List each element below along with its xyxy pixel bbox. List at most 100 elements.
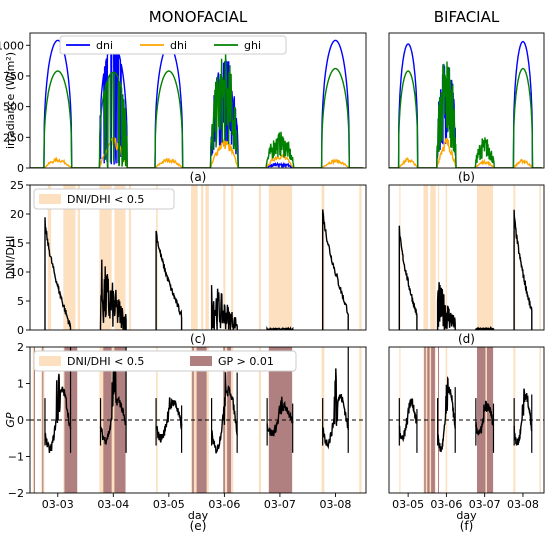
series-dhi-line (503, 158, 543, 168)
shade-band (128, 185, 132, 330)
series-gp-line (398, 398, 418, 443)
y-tick-label: 15 (10, 237, 24, 250)
shade-band (445, 185, 448, 330)
series-ghi-line (427, 61, 466, 168)
shade-band (231, 185, 234, 330)
series-dnidhi-line (398, 225, 418, 330)
shade-band (258, 185, 262, 330)
x-tick-label: 03-05 (153, 498, 185, 511)
y-tick-label: 0 (17, 162, 24, 175)
series-ghi-line (503, 67, 543, 168)
series-dhi-line (141, 157, 197, 168)
panel-d: (d) (388, 184, 545, 346)
x-tick-label: 03-06 (430, 498, 462, 511)
shade-band (201, 185, 204, 330)
series-dhi-line (30, 156, 86, 168)
x-tick-label: 03-04 (97, 498, 129, 511)
series-gp-line (513, 388, 533, 446)
x-tick-label: 03-06 (208, 498, 240, 511)
x-tick-label: 03-05 (392, 498, 424, 511)
shade-band (258, 347, 262, 493)
shade-band (359, 185, 362, 330)
series-dnidhi-line (210, 285, 238, 330)
shade-band (539, 185, 541, 330)
series-dni-line (252, 161, 308, 168)
y-tick-label: 5 (17, 295, 24, 308)
series-dnidhi-line (436, 282, 456, 330)
series-ghi-line (252, 131, 308, 168)
legend-box (33, 188, 175, 210)
series-ghi-line (307, 67, 364, 168)
y-axis-label: GP (4, 412, 17, 428)
shade-band (539, 347, 541, 493)
y-tick-label: 750 (3, 70, 24, 83)
y-axis-label: DNI/DHI (4, 236, 17, 280)
gp-band (427, 347, 430, 493)
series-dnidhi-line (513, 209, 533, 330)
shade-band (477, 185, 494, 330)
y-tick-label: 20 (10, 208, 24, 221)
shade-band (430, 185, 436, 330)
y-tick-label: 2 (17, 341, 24, 354)
x-axis-label: day (456, 509, 477, 522)
shade-band (191, 185, 198, 330)
series-dnidhi-line (155, 230, 183, 330)
x-tick-label: 03-07 (469, 498, 501, 511)
series-dhi-line (252, 153, 308, 168)
legend-swatch (39, 194, 61, 204)
legend-a: dni dhi ghi (59, 35, 287, 55)
legend-box (59, 35, 287, 55)
y-tick-label: 10 (10, 266, 24, 279)
plot-area-e (30, 347, 366, 493)
legend-label: DNI/DHI < 0.5 (67, 355, 144, 368)
legend-e: DNI/DHI < 0.5 GP > 0.01 (33, 350, 297, 372)
plot-area-c (44, 185, 362, 330)
panel-annotation: (e) (190, 519, 207, 533)
y-tick-label: −1 (8, 451, 24, 464)
axes-frame (388, 32, 545, 169)
series-dhi-line (307, 158, 364, 168)
legend-label: ghi (244, 39, 261, 52)
axes-frame (388, 184, 545, 331)
panel-annotation: (f) (460, 519, 474, 533)
y-tick-label: 0 (17, 324, 24, 337)
plot-area-f (389, 347, 544, 493)
x-axis-label: day (188, 509, 209, 522)
panel-annotation: (c) (190, 332, 206, 346)
legend-label: dhi (170, 39, 187, 52)
y-tick-label: 1 (17, 378, 24, 391)
shade-band (63, 185, 76, 330)
panel-annotation: (b) (458, 170, 475, 184)
legend-swatch (39, 356, 61, 366)
legend-swatch (190, 356, 212, 366)
gp-band (114, 347, 126, 493)
legend-box (33, 350, 297, 372)
x-tick-label: 03-08 (507, 498, 539, 511)
series-dnidhi-line (99, 259, 127, 330)
panel-f: 03-05 03-06 03-07 03-08 day(f) (388, 346, 545, 533)
series-dnidhi-line (475, 325, 495, 330)
y-axis-label: irradiance (W/m²) (4, 52, 17, 149)
axes-frame (29, 32, 367, 169)
series-gp-line (210, 372, 238, 454)
series-gp-line (155, 397, 183, 443)
axes-frame (388, 346, 545, 494)
series-dnidhi-line (44, 217, 72, 330)
shade-band (114, 185, 126, 330)
series-gp-line (475, 400, 495, 436)
y-tick-label: 1000 (0, 39, 24, 52)
gp-band (42, 347, 44, 493)
x-tick-label: 03-03 (42, 498, 74, 511)
series-dnidhi-line (322, 209, 349, 330)
panel-annotation: (a) (190, 170, 207, 184)
y-tick-label: 250 (3, 131, 24, 144)
y-tick-label: 25 (10, 179, 24, 192)
series-ghi-line (141, 70, 197, 168)
legend-label: GP > 0.01 (218, 355, 274, 368)
series-ghi-line (465, 137, 504, 168)
series-ghi-line (196, 53, 253, 168)
series-dni-line (389, 43, 428, 168)
shade-band (47, 185, 52, 330)
gp-band (33, 347, 35, 493)
